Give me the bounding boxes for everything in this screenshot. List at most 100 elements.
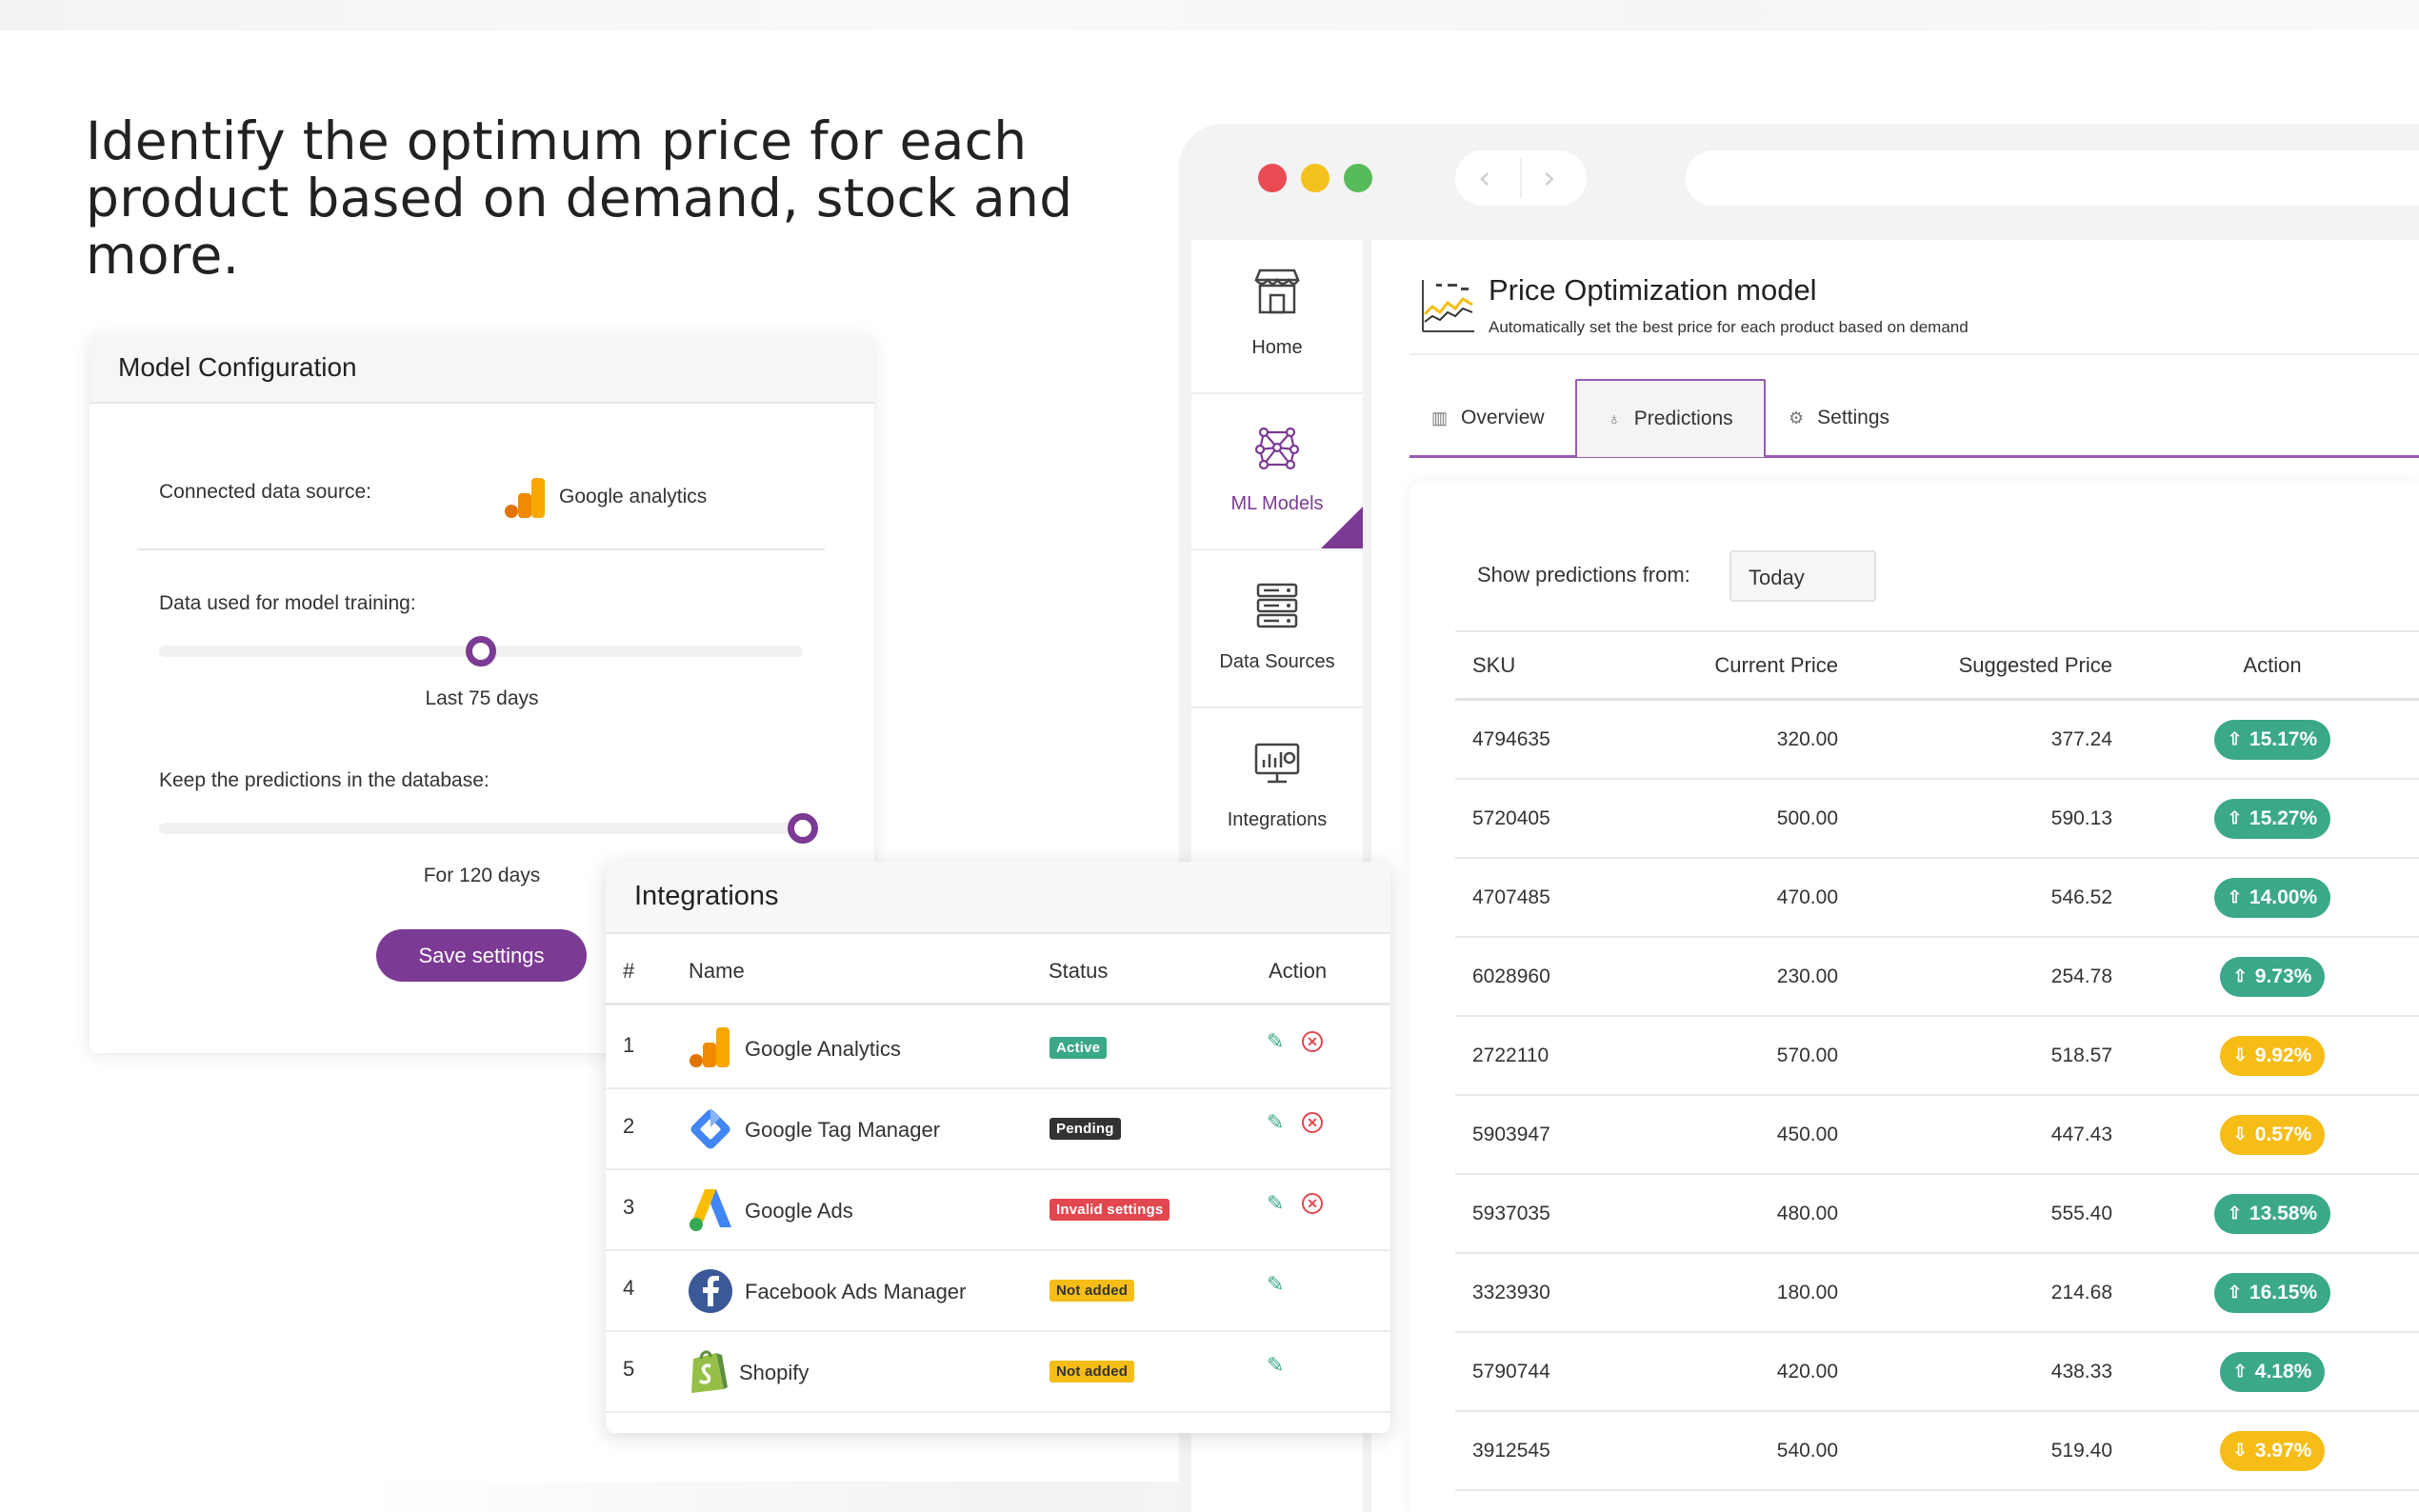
keep-slider-knob[interactable] bbox=[788, 813, 818, 844]
server-icon bbox=[1256, 583, 1298, 628]
action-cell: ⇧ 14.00% bbox=[2122, 859, 2419, 936]
training-slider-knob[interactable] bbox=[466, 636, 496, 666]
badge-value: 9.73% bbox=[2254, 965, 2312, 987]
training-value: Last 75 days bbox=[425, 687, 539, 709]
keep-label: Keep the predictions in the database: bbox=[159, 769, 490, 791]
badge-value: 3.97% bbox=[2254, 1439, 2312, 1462]
price-change-badge[interactable]: ⇧ 4.18% bbox=[2219, 1351, 2326, 1392]
remove-icon[interactable]: ✕ bbox=[1302, 1031, 1323, 1052]
model-subtitle: Automatically set the best price for eac… bbox=[1489, 318, 1969, 336]
arrow-up-icon: ⇧ bbox=[2227, 887, 2242, 906]
badge-value: 16.15% bbox=[2249, 1281, 2318, 1303]
action-cell: ⇧ 9.73% bbox=[2122, 938, 2419, 1015]
price-change-badge[interactable]: ⇧ 15.17% bbox=[2213, 719, 2331, 760]
divider bbox=[137, 548, 825, 550]
tab-predictions[interactable]: ♁ Predictions bbox=[1575, 379, 1766, 457]
sku-cell: 3912545 bbox=[1472, 1439, 1550, 1462]
edit-icon[interactable]: ✎ bbox=[1267, 1110, 1285, 1134]
price-change-badge[interactable]: ⇧ 14.00% bbox=[2213, 877, 2331, 918]
sidebar-item-data-sources[interactable]: Data Sources bbox=[1191, 554, 1363, 708]
action-cell: ⇧ 13.58% bbox=[2122, 1175, 2419, 1252]
current-price-cell: 320.00 bbox=[1776, 727, 1838, 750]
sku-cell: 5903947 bbox=[1472, 1123, 1550, 1145]
table-row: 5720405 500.00 590.13 ⇧ 15.27% bbox=[1455, 780, 2419, 859]
col-current-price: Current Price bbox=[1714, 652, 1838, 677]
col-suggested-price: Suggested Price bbox=[1958, 652, 2112, 677]
table-row: 5 Shopify Not added ✎ bbox=[606, 1332, 1390, 1413]
tab-label: Settings bbox=[1817, 407, 1890, 428]
connected-source-label: Connected data source: bbox=[159, 481, 371, 503]
forward-arrow-icon[interactable]: › bbox=[1543, 159, 1556, 197]
close-dot-icon[interactable] bbox=[1258, 164, 1287, 192]
maximize-dot-icon[interactable] bbox=[1344, 164, 1372, 192]
tab-settings[interactable]: ⚙ Settings bbox=[1789, 379, 1889, 457]
edit-icon[interactable]: ✎ bbox=[1267, 1191, 1285, 1215]
action-cell: ⇧ 4.18% bbox=[2122, 1333, 2419, 1410]
remove-icon[interactable]: ✕ bbox=[1302, 1193, 1323, 1214]
price-change-badge[interactable]: ⇩ 9.92% bbox=[2219, 1035, 2326, 1076]
arrow-up-icon: ⇧ bbox=[2227, 729, 2242, 748]
minimize-dot-icon[interactable] bbox=[1301, 164, 1329, 192]
suggested-price-cell: 518.57 bbox=[2050, 1044, 2112, 1066]
table-row: 6028960 230.00 254.78 ⇧ 9.73% bbox=[1455, 938, 2419, 1017]
price-change-badge[interactable]: ⇧ 16.15% bbox=[2213, 1272, 2331, 1313]
edit-icon[interactable]: ✎ bbox=[1267, 1029, 1285, 1053]
top-strip bbox=[0, 0, 2419, 30]
price-change-badge[interactable]: ⇩ 3.97% bbox=[2219, 1430, 2326, 1471]
action-cell: ⇩ 9.92% bbox=[2122, 1017, 2419, 1094]
predictions-panel bbox=[1409, 483, 2419, 1512]
tab-label: Predictions bbox=[1633, 408, 1733, 429]
table-header: SKU Current Price Suggested Price Action bbox=[1455, 630, 2419, 701]
table-row: 1 Google Analytics Active ✎ ✕ bbox=[606, 1008, 1390, 1089]
show-predictions-select[interactable]: Today bbox=[1729, 550, 1876, 602]
sku-cell: 3323930 bbox=[1472, 1281, 1550, 1303]
price-change-badge[interactable]: ⇧ 9.73% bbox=[2219, 956, 2326, 997]
current-price-cell: 450.00 bbox=[1776, 1123, 1838, 1145]
save-settings-button[interactable]: Save settings bbox=[376, 929, 587, 982]
card-title: Integrations bbox=[634, 881, 779, 911]
edit-icon[interactable]: ✎ bbox=[1267, 1353, 1285, 1377]
price-change-badge[interactable]: ⇧ 13.58% bbox=[2213, 1193, 2331, 1234]
price-change-badge[interactable]: ⇩ 0.57% bbox=[2219, 1114, 2326, 1155]
predictions-table: SKU Current Price Suggested Price Action… bbox=[1455, 630, 2419, 1491]
col-name: Name bbox=[689, 959, 745, 983]
url-bar[interactable] bbox=[1686, 150, 2419, 206]
col-action: Action bbox=[2243, 652, 2302, 677]
google-analytics-icon bbox=[690, 1027, 730, 1067]
facebook-icon bbox=[689, 1269, 732, 1313]
badge-value: 0.57% bbox=[2254, 1123, 2312, 1145]
table-row: 5903947 450.00 447.43 ⇩ 0.57% bbox=[1455, 1096, 2419, 1175]
sidebar-item-ml-models[interactable]: ML Models bbox=[1191, 396, 1363, 550]
keep-slider[interactable] bbox=[159, 823, 803, 834]
card-title: Model Configuration bbox=[118, 352, 357, 382]
action-cell: ⇧ 15.17% bbox=[2122, 701, 2419, 778]
remove-icon[interactable]: ✕ bbox=[1302, 1112, 1323, 1133]
sku-cell: 4794635 bbox=[1472, 727, 1550, 750]
table-row: 5937035 480.00 555.40 ⇧ 13.58% bbox=[1455, 1175, 2419, 1254]
status-badge: Not added bbox=[1050, 1280, 1135, 1302]
col-sku: SKU bbox=[1472, 652, 1516, 677]
current-price-cell: 500.00 bbox=[1776, 806, 1838, 829]
sku-cell: 5790744 bbox=[1472, 1360, 1550, 1383]
sku-cell: 5937035 bbox=[1472, 1202, 1550, 1224]
shopify-icon bbox=[691, 1350, 728, 1393]
current-price-cell: 570.00 bbox=[1776, 1044, 1838, 1066]
table-row: 4 Facebook Ads Manager Not added ✎ bbox=[606, 1251, 1390, 1332]
sidebar-item-integrations[interactable]: Integrations bbox=[1191, 712, 1363, 866]
tab-label: Overview bbox=[1461, 407, 1545, 428]
tab-overview[interactable]: ▥ Overview bbox=[1431, 379, 1545, 457]
arrow-up-icon: ⇧ bbox=[2227, 1283, 2242, 1302]
price-change-badge[interactable]: ⇧ 15.27% bbox=[2213, 798, 2331, 839]
edit-icon[interactable]: ✎ bbox=[1267, 1272, 1285, 1296]
google-analytics-icon bbox=[505, 478, 545, 518]
sidebar-item-home[interactable]: Home bbox=[1191, 240, 1363, 394]
divider bbox=[1409, 353, 2419, 355]
integrations-card: Integrations # Name Status Action 1 Goog… bbox=[606, 862, 1390, 1433]
current-price-cell: 420.00 bbox=[1776, 1360, 1838, 1383]
card-header: Integrations bbox=[606, 862, 1390, 934]
back-arrow-icon[interactable]: ‹ bbox=[1478, 159, 1491, 197]
card-header: Model Configuration bbox=[90, 335, 874, 404]
suggested-price-cell: 519.40 bbox=[2050, 1439, 2112, 1462]
sidebar-item-label: Home bbox=[1251, 337, 1303, 358]
current-price-cell: 230.00 bbox=[1776, 965, 1838, 987]
